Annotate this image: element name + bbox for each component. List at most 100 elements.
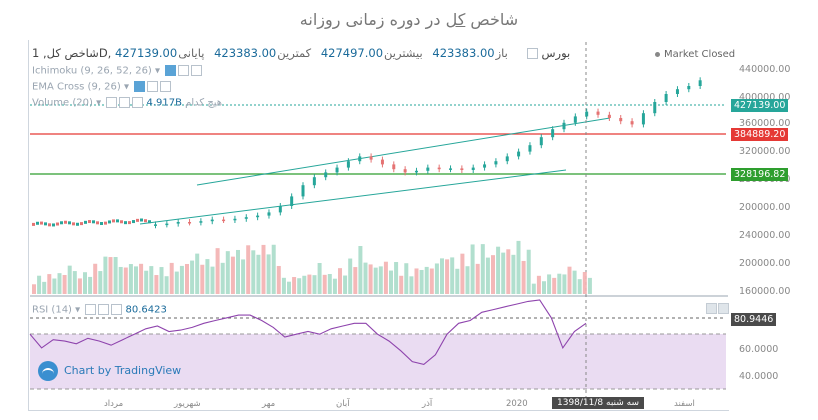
volume-bar	[98, 271, 103, 294]
rsi-axis-label: 60.0000	[739, 344, 779, 355]
candle-body	[380, 159, 384, 165]
collapse-icon[interactable]	[526, 48, 538, 59]
status-dot-icon	[655, 51, 660, 57]
volume-bar	[567, 266, 572, 294]
volume-bar	[164, 276, 169, 294]
market-status: Market Closed	[655, 49, 735, 60]
volume-bar	[52, 278, 57, 294]
candle-body	[124, 221, 127, 225]
eye-icon[interactable]	[165, 65, 177, 76]
candle-body	[596, 111, 600, 115]
candle-body	[607, 114, 611, 118]
volume-bar	[404, 263, 409, 294]
ohlc-legend: شاخص کل, 1D, بورس باز423383.00 بیشترین42…	[32, 46, 571, 60]
rsi-legend[interactable]: RSI (14) ▾ 80.6423	[32, 304, 167, 316]
close-pane-icon[interactable]	[718, 303, 729, 314]
volume-bar	[312, 275, 317, 294]
volume-bar	[251, 250, 256, 294]
volume-legend[interactable]: Volume (20) ▾ 4.917B هیچ کدام	[32, 97, 223, 109]
candle-body	[505, 156, 509, 162]
price-axis-label: 200000.00	[739, 202, 791, 213]
volume-bar	[113, 256, 118, 294]
volume-bar	[154, 275, 159, 294]
close-icon[interactable]	[191, 65, 203, 76]
time-axis-label: شهریور	[174, 399, 201, 409]
tradingview-logo-icon	[38, 361, 58, 381]
candle-body	[267, 212, 271, 216]
tradingview-branding[interactable]: Chart by TradingView	[38, 361, 181, 381]
candle-body	[120, 220, 123, 224]
candle-body	[100, 222, 103, 226]
volume-bar	[230, 256, 235, 294]
symbol-label: شاخص کل, 1D, بورس	[32, 46, 571, 60]
settings-icon[interactable]	[98, 304, 110, 315]
price-axis-label: 400000.00	[739, 92, 791, 103]
candle-body	[335, 167, 339, 173]
volume-bar	[363, 262, 368, 294]
volume-bar	[37, 275, 42, 294]
volume-bar	[77, 278, 82, 294]
volume-bar	[236, 249, 240, 294]
time-axis-label: آذر	[422, 399, 433, 409]
volume-bar	[506, 249, 511, 294]
volume-bar	[246, 245, 251, 294]
volume-bar	[42, 281, 47, 294]
ema-legend[interactable]: EMA Cross (9, 26) ▾	[32, 81, 172, 93]
rsi-value: 80.6423	[125, 304, 167, 316]
close-icon[interactable]	[132, 97, 144, 108]
price-axis-label: 240000.00	[739, 230, 791, 241]
volume-bar	[501, 252, 506, 294]
candle-body	[144, 219, 147, 223]
close-value: 427139.00	[115, 46, 178, 60]
volume-bar	[409, 276, 414, 294]
candle-body	[641, 113, 645, 125]
volume-bar	[139, 263, 144, 294]
candle-body	[392, 164, 396, 170]
volume-bar	[496, 246, 501, 294]
maximize-pane-icon[interactable]	[706, 303, 717, 314]
volume-bar	[297, 278, 302, 294]
close-icon[interactable]	[111, 304, 123, 315]
volume-bar	[302, 275, 307, 294]
channel-lower-line	[139, 169, 567, 225]
candle-body	[483, 164, 487, 168]
volume-bar	[383, 261, 388, 294]
candle-body	[108, 220, 111, 224]
open-value: 423383.00	[432, 46, 495, 60]
candle-body	[494, 161, 498, 165]
price-axis-label: 360000.00	[739, 118, 791, 129]
candle-body	[312, 177, 316, 186]
chart-frame[interactable]	[28, 40, 729, 411]
candle-body	[675, 89, 679, 94]
candle-body	[140, 218, 143, 222]
eye-icon[interactable]	[106, 97, 118, 108]
candle-body	[244, 217, 248, 219]
candle-body	[222, 219, 226, 222]
volume-bar	[47, 274, 52, 294]
candle-body	[471, 167, 475, 170]
volume-bar	[526, 249, 531, 294]
volume-bar	[266, 254, 271, 294]
volume-bar	[394, 262, 399, 294]
candle-body	[562, 122, 566, 130]
candle-body	[148, 220, 151, 224]
candle-body	[96, 221, 99, 225]
time-axis-label: مرداد	[104, 399, 124, 409]
rsi-axis-label: 40.0000	[739, 371, 779, 382]
page-title: شاخص کل در دوره زمانی روزانه	[299, 10, 519, 29]
eye-icon[interactable]	[85, 304, 97, 315]
settings-icon[interactable]	[178, 65, 190, 76]
close-icon[interactable]	[160, 81, 172, 92]
settings-icon[interactable]	[119, 97, 131, 108]
volume-bar	[144, 270, 149, 294]
candle-body	[426, 167, 430, 171]
settings-icon[interactable]	[147, 81, 159, 92]
eye-icon[interactable]	[134, 81, 146, 92]
ichimoku-legend[interactable]: Ichimoku (9, 26, 52, 26) ▾	[32, 65, 203, 77]
volume-bar	[225, 251, 230, 294]
rsi-axis-label: 80.9446	[731, 313, 777, 326]
volume-bar	[552, 277, 557, 294]
volume-bar	[445, 259, 450, 294]
volume-bar	[93, 263, 98, 294]
